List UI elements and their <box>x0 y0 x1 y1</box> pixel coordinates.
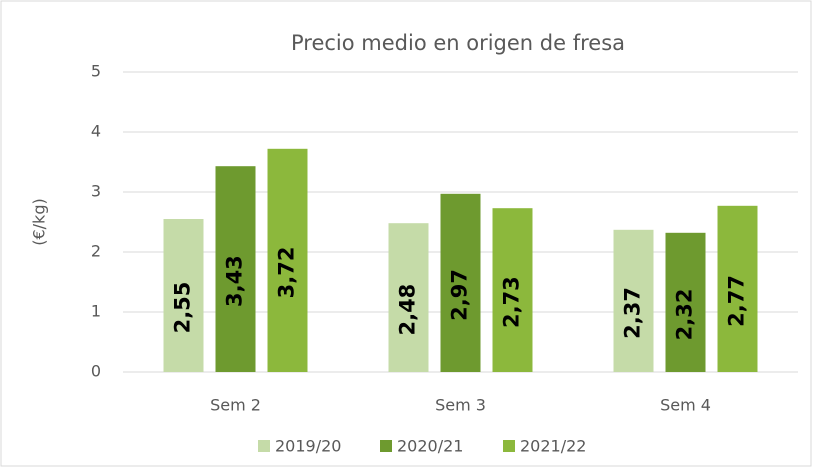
x-tick-label: Sem 3 <box>435 396 486 415</box>
bar <box>717 205 758 372</box>
bar <box>215 166 256 372</box>
x-tick-label: Sem 2 <box>210 396 261 415</box>
value-label: 2,48 <box>396 284 420 336</box>
y-tick-label: 3 <box>91 182 101 201</box>
bar <box>388 223 429 372</box>
legend-swatch <box>258 440 270 452</box>
chart-title: Precio medio en origen de fresa <box>291 31 625 55</box>
value-label: 3,72 <box>275 246 299 298</box>
value-label: 2,97 <box>448 269 472 321</box>
bar <box>440 193 481 372</box>
y-tick-label: 5 <box>91 62 101 81</box>
x-tick-label: Sem 4 <box>660 396 711 415</box>
legend-swatch <box>380 440 392 452</box>
bar <box>267 148 308 372</box>
y-tick-label: 2 <box>91 242 101 261</box>
y-tick-label: 4 <box>91 122 101 141</box>
legend-label: 2021/22 <box>520 437 586 456</box>
bar <box>492 208 533 372</box>
value-label: 3,43 <box>223 255 247 307</box>
y-tick-label: 0 <box>91 362 101 381</box>
value-label: 2,73 <box>500 276 524 328</box>
legend-label: 2019/20 <box>275 437 341 456</box>
legend-label: 2020/21 <box>397 437 463 456</box>
legend-swatch <box>503 440 515 452</box>
y-axis-label: (€/kg) <box>30 198 49 245</box>
bar <box>163 219 204 372</box>
value-label: 2,55 <box>171 282 195 334</box>
bar <box>613 229 654 372</box>
value-label: 2,77 <box>725 275 749 327</box>
bar <box>665 232 706 372</box>
value-label: 2,32 <box>673 288 697 340</box>
value-label: 2,37 <box>621 287 645 339</box>
y-tick-label: 1 <box>91 302 101 321</box>
